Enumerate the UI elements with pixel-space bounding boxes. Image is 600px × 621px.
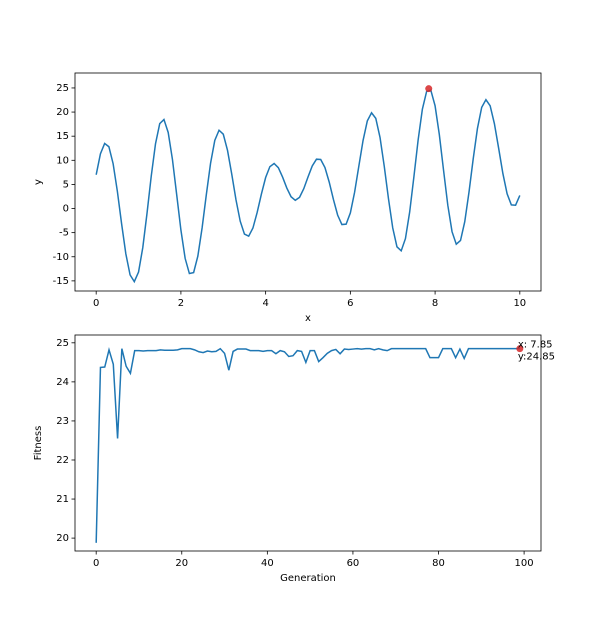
y-tick-label: 25 — [56, 83, 69, 94]
x-axis-label: x — [305, 313, 311, 324]
point-annotation: y:24.85 — [518, 352, 555, 363]
x-axis-label: Generation — [280, 573, 336, 584]
y-tick-label: 21 — [56, 494, 69, 505]
axes-frame — [74, 72, 542, 292]
x-tick-label: 6 — [347, 298, 353, 309]
y-tick-label: -5 — [59, 228, 69, 239]
x-tick-label: 10 — [513, 298, 526, 309]
x-tick-label: 40 — [261, 558, 274, 569]
data-line — [95, 346, 520, 543]
y-tick-label: -10 — [53, 252, 69, 263]
x-tick-label: 4 — [262, 298, 268, 309]
highlight-point — [425, 85, 433, 93]
y-tick-label: 22 — [56, 455, 69, 466]
x-tick-label: 8 — [432, 298, 438, 309]
x-tick-label: 60 — [347, 558, 360, 569]
point-annotation: x: 7.85 — [518, 340, 553, 351]
y-tick-label: 5 — [63, 179, 69, 190]
axes: 0 2 4 6 8 10 -15 -10 -5 0 5 10 15 20 25 x y — [33, 72, 542, 324]
x-tick-label: 80 — [432, 558, 445, 569]
y-axis-label: Fitness — [33, 426, 44, 461]
y-tick-label: 15 — [56, 131, 69, 142]
y-tick-label: 20 — [56, 533, 69, 544]
y-tick-label: -15 — [53, 276, 69, 287]
y-tick-label: 10 — [56, 155, 69, 166]
y-tick-label: 23 — [56, 416, 69, 427]
x-tick-label: 0 — [93, 298, 99, 309]
x-tick-label: 0 — [93, 558, 99, 569]
y-axis-label: y — [33, 179, 44, 185]
axes-frame — [74, 334, 542, 552]
highlight-point — [516, 345, 524, 353]
axes: 0 20 40 60 80 100 20 21 22 23 24 25 Generation Fitnes… — [33, 334, 555, 584]
y-tick-label: 20 — [56, 107, 69, 118]
x-tick-label: 100 — [515, 558, 534, 569]
y-tick-label: 24 — [56, 377, 69, 388]
y-tick-label: 25 — [56, 338, 69, 349]
x-tick-label: 2 — [178, 298, 184, 309]
y-tick-label: 0 — [63, 204, 69, 215]
x-tick-label: 20 — [175, 558, 188, 569]
data-line — [95, 89, 521, 284]
